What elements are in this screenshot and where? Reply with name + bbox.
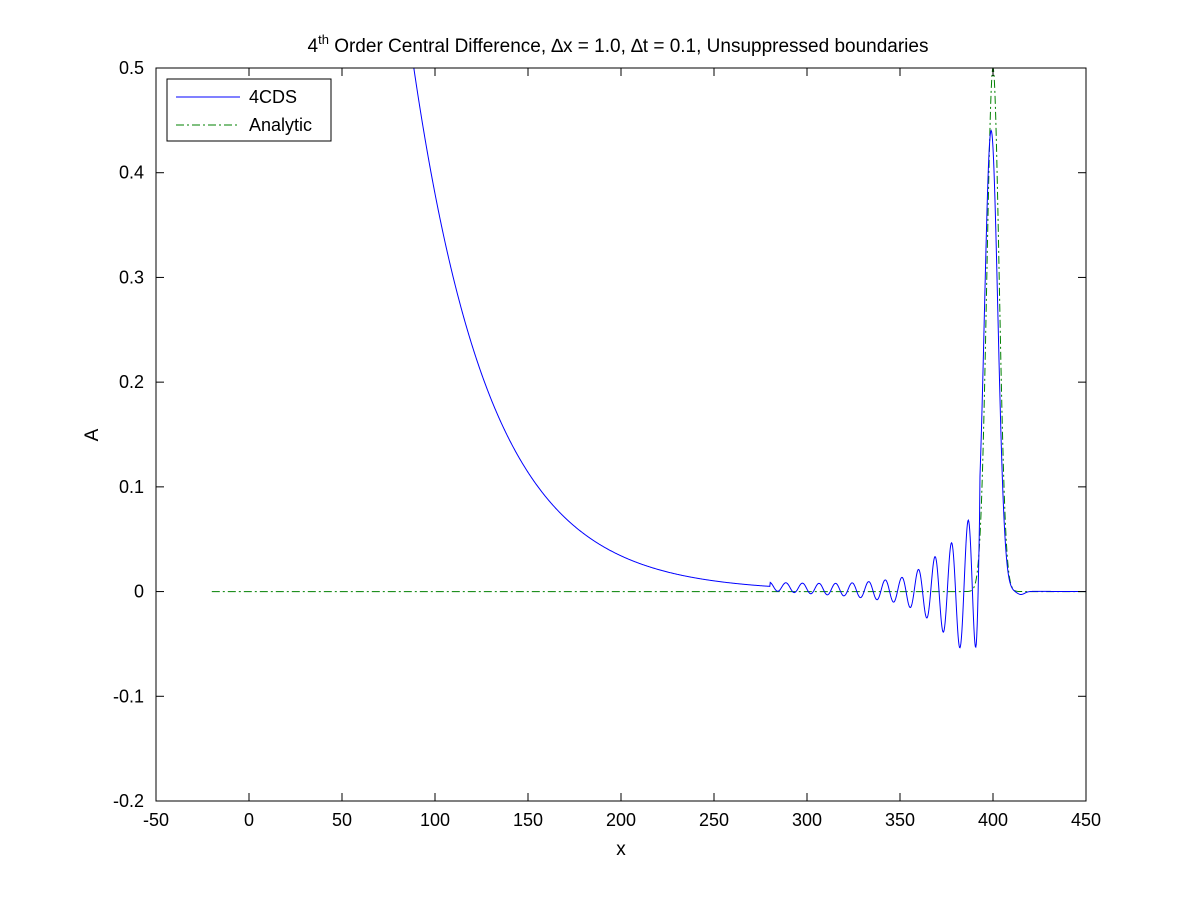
- legend: 4CDS Analytic: [166, 78, 332, 142]
- legend-label-analytic: Analytic: [249, 115, 312, 135]
- x-tick-label: 100: [420, 810, 450, 830]
- y-tick-label: 0.4: [119, 163, 144, 183]
- y-axis-label: A: [82, 428, 103, 441]
- legend-box: [166, 78, 332, 142]
- x-tick-label: 150: [513, 810, 543, 830]
- y-tick-label: -0.2: [113, 791, 144, 811]
- title-prefix: 4: [308, 36, 319, 57]
- x-axis-label: x: [616, 839, 626, 860]
- x-tick-label: 250: [699, 810, 729, 830]
- x-tick-label: -50: [143, 810, 169, 830]
- y-tick-label: -0.1: [113, 686, 144, 706]
- y-tick-label: 0.5: [119, 58, 144, 78]
- y-axis: -0.2 -0.1 0 0.1 0.2 0.3 0.4 0.5: [113, 58, 1086, 811]
- chart-title: 4th Order Central Difference, ∆x = 1.0, …: [308, 32, 929, 57]
- series-line-analytic: [211, 68, 1086, 593]
- series-layer: [211, 68, 1086, 649]
- title-suffix: Order Central Difference, ∆x = 1.0, ∆t =…: [329, 36, 929, 57]
- x-axis: -50 0 50 100 150 200 250 300 350 400 450: [143, 68, 1101, 830]
- y-tick-label: 0.1: [119, 477, 144, 497]
- title-superscript: th: [318, 32, 329, 47]
- x-tick-label: 50: [332, 810, 352, 830]
- y-tick-label: 0.3: [119, 267, 144, 287]
- legend-label-4cds: 4CDS: [249, 87, 297, 107]
- x-tick-label: 200: [606, 810, 636, 830]
- series-line-4cds: [413, 68, 1086, 649]
- x-tick-label: 400: [978, 810, 1008, 830]
- x-tick-label: 0: [244, 810, 254, 830]
- y-tick-label: 0: [134, 582, 144, 602]
- x-tick-label: 300: [792, 810, 822, 830]
- plot-area: [156, 68, 1086, 801]
- x-tick-label: 350: [885, 810, 915, 830]
- y-tick-label: 0.2: [119, 372, 144, 392]
- x-tick-label: 450: [1071, 810, 1101, 830]
